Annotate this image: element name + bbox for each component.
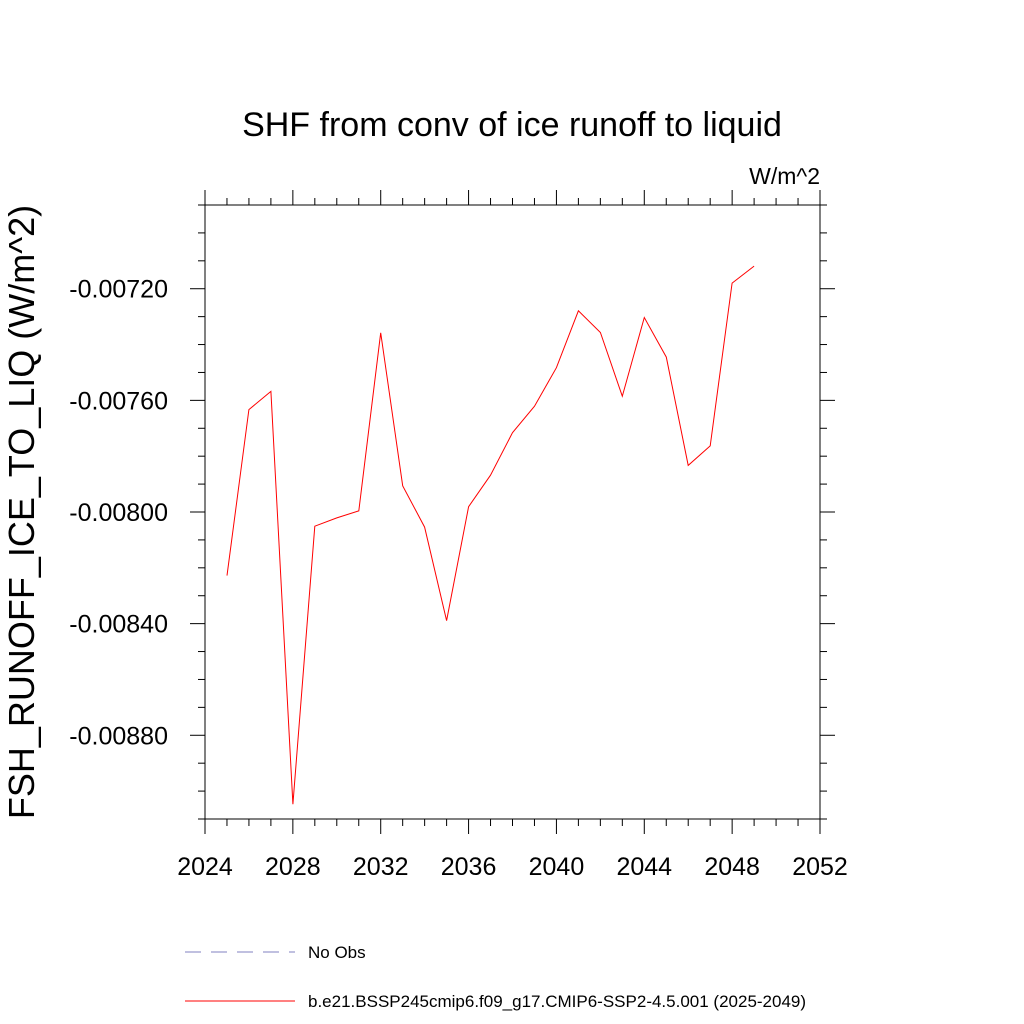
- y-tick-label: -0.00880: [69, 722, 168, 750]
- x-tick-label: 2036: [441, 853, 497, 881]
- x-tick-label: 2044: [616, 853, 672, 881]
- x-tick-label: 2028: [265, 853, 321, 881]
- data-lines: [226, 265, 755, 805]
- y-tick-label: -0.00800: [69, 499, 168, 527]
- series-line: [226, 265, 755, 805]
- x-tick-label: 2040: [529, 853, 585, 881]
- y-tick-label: -0.00720: [69, 276, 168, 304]
- legend-label: b.e21.BSSP245cmip6.f09_g17.CMIP6-SSP2-4.…: [308, 992, 806, 1011]
- x-tick-label: 2032: [353, 853, 409, 881]
- y-tick-labels: -0.00720 -0.00760 -0.00800 -0.00840 -0.00880: [69, 276, 168, 751]
- units-label: W/m^2: [749, 163, 820, 189]
- y-tick-label: -0.00840: [69, 611, 168, 639]
- chart-title: SHF from conv of ice runoff to liquid: [242, 106, 782, 144]
- plot-frame: [204, 204, 821, 820]
- x-tick-label: 2052: [792, 853, 848, 881]
- axis-ticks: [190, 190, 835, 834]
- x-tick-labels: 2024 2028 2032 2036 2040 2044 2048 2052: [177, 853, 848, 881]
- y-axis-label: FSH_RUNOFF_ICE_TO_LIQ (W/m^2): [1, 205, 42, 819]
- x-tick-label: 2048: [704, 853, 760, 881]
- y-tick-label: -0.00760: [69, 387, 168, 415]
- legend: No Obs b.e21.BSSP245cmip6.f09_g17.CMIP6-S…: [185, 943, 806, 1011]
- legend-label: No Obs: [308, 943, 366, 962]
- x-tick-label: 2024: [177, 853, 233, 881]
